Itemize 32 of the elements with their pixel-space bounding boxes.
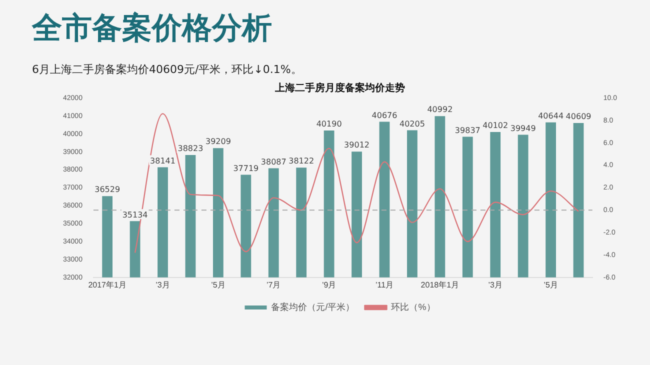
chart-title: 全市备案价格分析 [32,10,272,48]
data-label: 40644 [538,111,564,120]
data-label: 40205 [399,119,425,128]
data-label: 38087 [260,157,286,166]
data-label: 39949 [510,124,536,133]
data-label: 40992 [427,105,453,114]
x-tick-label: ’11月 [375,280,394,290]
chart-subtitle: 6月上海二手房备案均价40609元/平米，环比↓0.1%。 [32,62,302,77]
legend-label: 备案均价（元/平米） [271,302,355,312]
data-label: 40102 [482,121,508,130]
text: 上海二手房月度备案均价走势 [274,82,405,94]
x-tick-label: ’3月 [488,280,502,290]
data-label: 39012 [344,140,370,150]
data-label: 39837 [454,126,480,135]
data-label: 40190 [316,120,342,129]
legend-label: 环比（%） [391,302,436,312]
data-label: 38141 [150,156,176,166]
x-tick-label: 2017年1月 [88,280,126,290]
x-tick-label: ’3月 [156,280,170,290]
x-tick-label: ’7月 [266,280,281,290]
x-tick-label: ’5月 [211,280,226,290]
data-label: 40609 [566,112,592,122]
data-label: 36529 [94,185,120,194]
data-label: 35134 [122,210,148,220]
data-label: 38122 [288,156,314,166]
x-tick-label: ’9月 [322,280,336,290]
data-label: 38823 [178,144,204,154]
x-tick-label: ’5月 [544,280,558,290]
x-tick-label: 2018年1月 [420,280,460,290]
data-label: 37719 [233,164,259,173]
data-label: 40676 [372,110,398,120]
data-label: 39209 [205,137,231,146]
